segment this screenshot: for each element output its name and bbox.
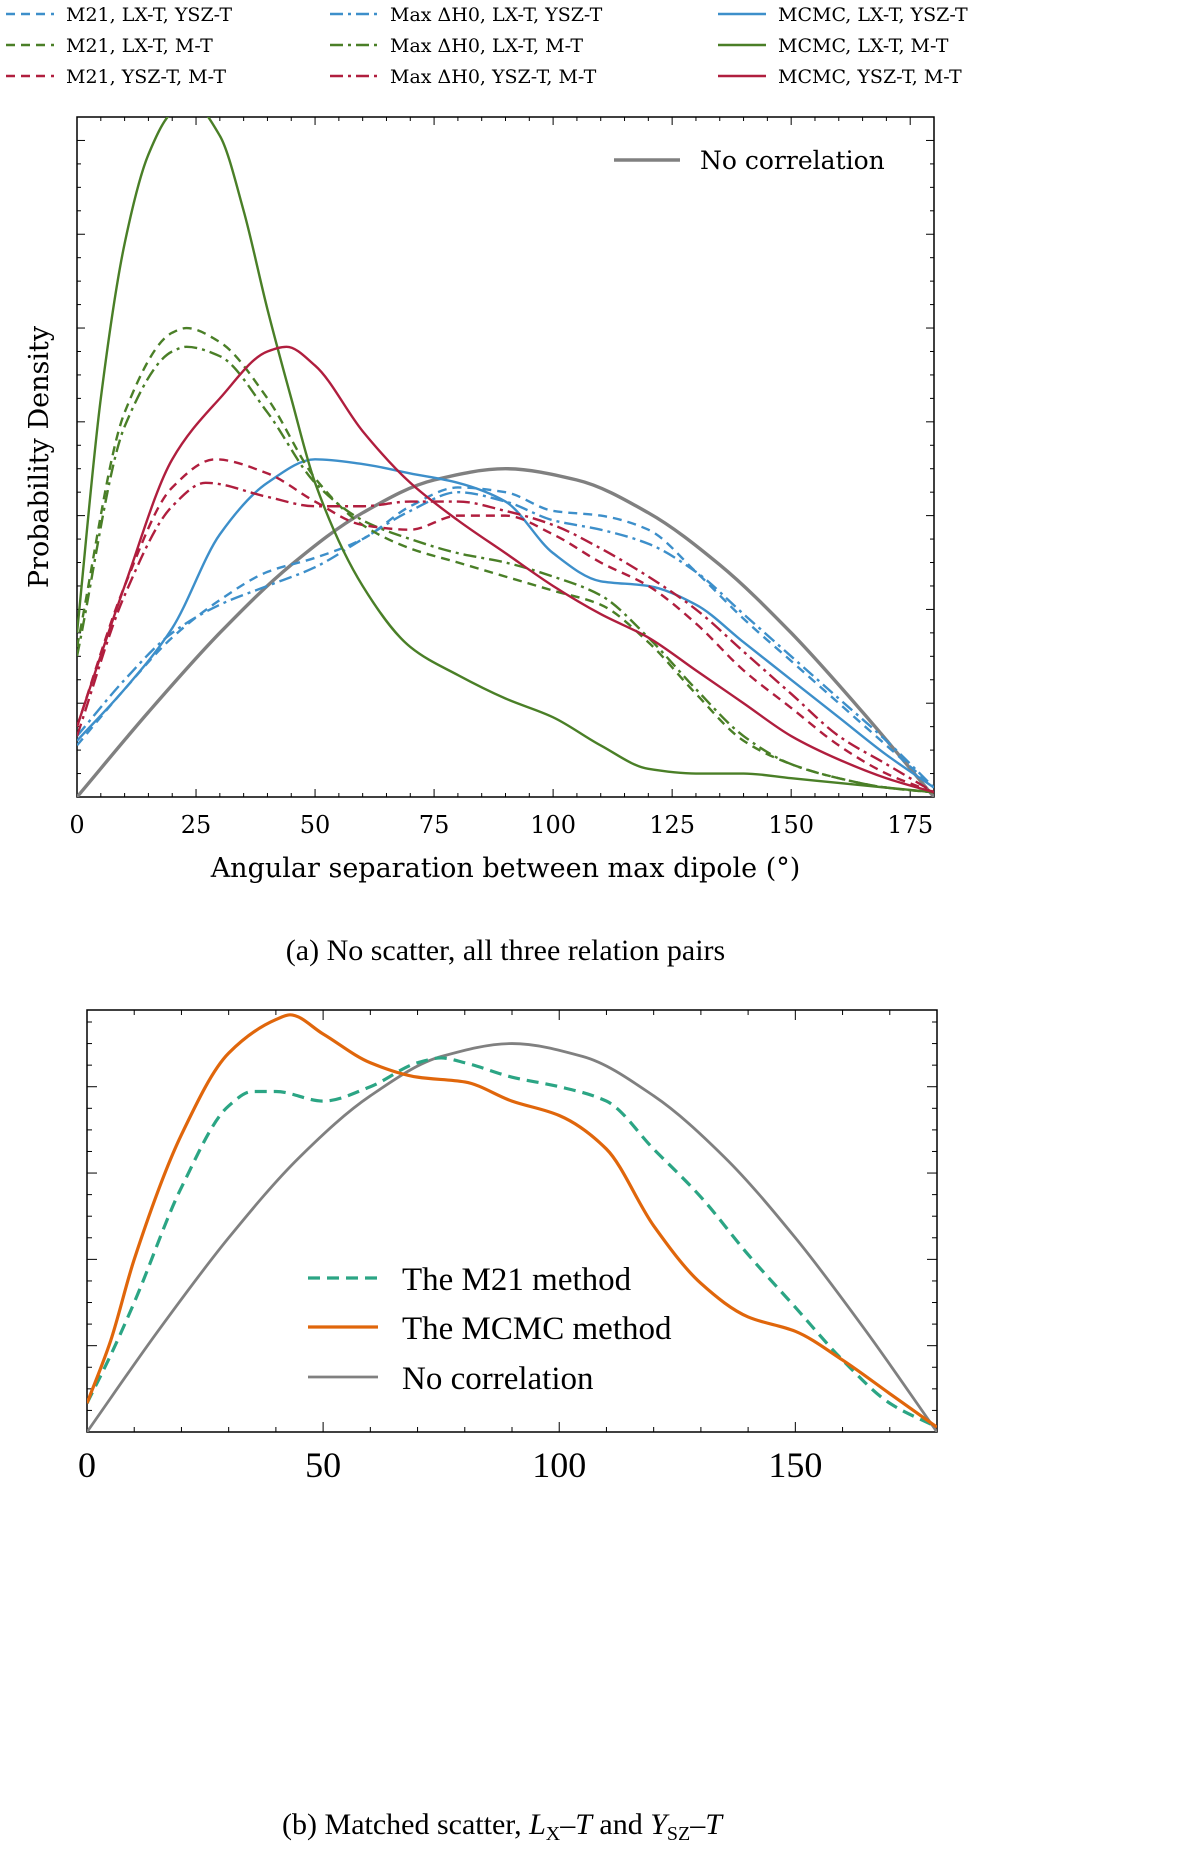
legend-label-no-correlation: No correlation: [402, 1361, 594, 1397]
caption-b-part: Y: [650, 1808, 670, 1841]
series-line-the-mcmc-method: [87, 1013, 937, 1429]
series-line-max-deltah0-lx-t-m-t: [77, 345, 934, 794]
series-line-max-deltah0-lx-t-ysz-t: [77, 490, 934, 789]
caption-b-part: –: [689, 1808, 706, 1841]
legend-label-the-m21-method: The M21 method: [402, 1262, 632, 1298]
series-line-m21-ysz-t-m-t: [77, 458, 934, 794]
legend-label-mcmc-ysz-t-m-t: MCMC, YSZ-T, M-T: [778, 66, 962, 88]
x-tick-label: 150: [768, 811, 814, 839]
legend-label-mcmc-lx-t-m-t: MCMC, LX-T, M-T: [778, 35, 949, 57]
series-line-mcmc-lx-t-ysz-t: [77, 458, 934, 789]
caption-b-part: T: [575, 1808, 594, 1841]
caption-b-part: and: [592, 1808, 650, 1841]
series-line-mcmc-ysz-t-m-t: [77, 345, 934, 794]
x-tick-label: 150: [768, 1445, 822, 1485]
x-tick-label: 100: [530, 811, 576, 839]
y-axis-label: Probability Density: [24, 325, 55, 588]
legend-label-no-correlation: No correlation: [700, 146, 885, 175]
caption-b-part: X: [546, 1823, 561, 1845]
caption-b: (b) Matched scatter, LX–T and YSZ–T: [282, 1808, 724, 1845]
series-group: [87, 1013, 937, 1432]
plot-frame: [76, 116, 935, 798]
caption-a: (a) No scatter, all three relation pairs: [286, 934, 725, 967]
series-line-no-correlation: [87, 1042, 937, 1432]
x-tick-label: 75: [419, 811, 450, 839]
x-tick-label: 50: [305, 1445, 341, 1485]
series-line-the-m21-method: [87, 1056, 937, 1429]
series-line-no-correlation: [77, 467, 934, 797]
caption-b-part: L: [528, 1808, 546, 1841]
x-tick-label: 25: [181, 811, 212, 839]
caption-b-part: T: [705, 1808, 724, 1841]
caption-b-part: SZ: [667, 1823, 690, 1845]
legend-label-m21-lx-t-m-t: M21, LX-T, M-T: [66, 35, 213, 57]
series-line-mcmc-lx-t-m-t: [77, 117, 934, 794]
panel-a-chart: M21, LX-T, YSZ-T Max ΔH0, LX-T, YSZ-T MCMC…: [6, 4, 968, 967]
legend-label-max-deltah0-lx-t-ysz-t: Max ΔH0, LX-T, YSZ-T: [390, 4, 603, 26]
x-tick-label: 0: [78, 1445, 96, 1485]
legend-label-the-mcmc-method: The MCMC method: [402, 1311, 672, 1347]
legend-label-m21-ysz-t-m-t: M21, YSZ-T, M-T: [66, 66, 226, 88]
x-tick-label: 50: [300, 811, 331, 839]
series-group: [77, 117, 934, 797]
legend-label-mcmc-lx-t-ysz-t: MCMC, LX-T, YSZ-T: [778, 4, 968, 26]
caption-b-part: (b) Matched scatter,: [282, 1808, 529, 1841]
legend-label-m21-lx-t-ysz-t: M21, LX-T, YSZ-T: [66, 4, 232, 26]
series-line-m21-lx-t-m-t: [77, 326, 934, 794]
legend-label-max-deltah0-lx-t-m-t: Max ΔH0, LX-T, M-T: [390, 35, 583, 57]
legend-label-max-deltah0-ysz-t-m-t: Max ΔH0, YSZ-T, M-T: [390, 66, 597, 88]
caption-b-part: –: [559, 1808, 576, 1841]
x-axis-label: Angular separation between max dipole (°…: [210, 853, 801, 884]
series-line-m21-lx-t-ysz-t: [77, 486, 934, 789]
x-tick-label: 0: [69, 811, 84, 839]
series-line-max-deltah0-ysz-t-m-t: [77, 481, 934, 794]
x-tick-label: 100: [532, 1445, 586, 1485]
panel-b-chart: 0 50 100 150 The M21 method The MCMC method No…: [78, 1009, 938, 1845]
x-tick-label: 125: [649, 811, 695, 839]
x-tick-label: 175: [887, 811, 933, 839]
